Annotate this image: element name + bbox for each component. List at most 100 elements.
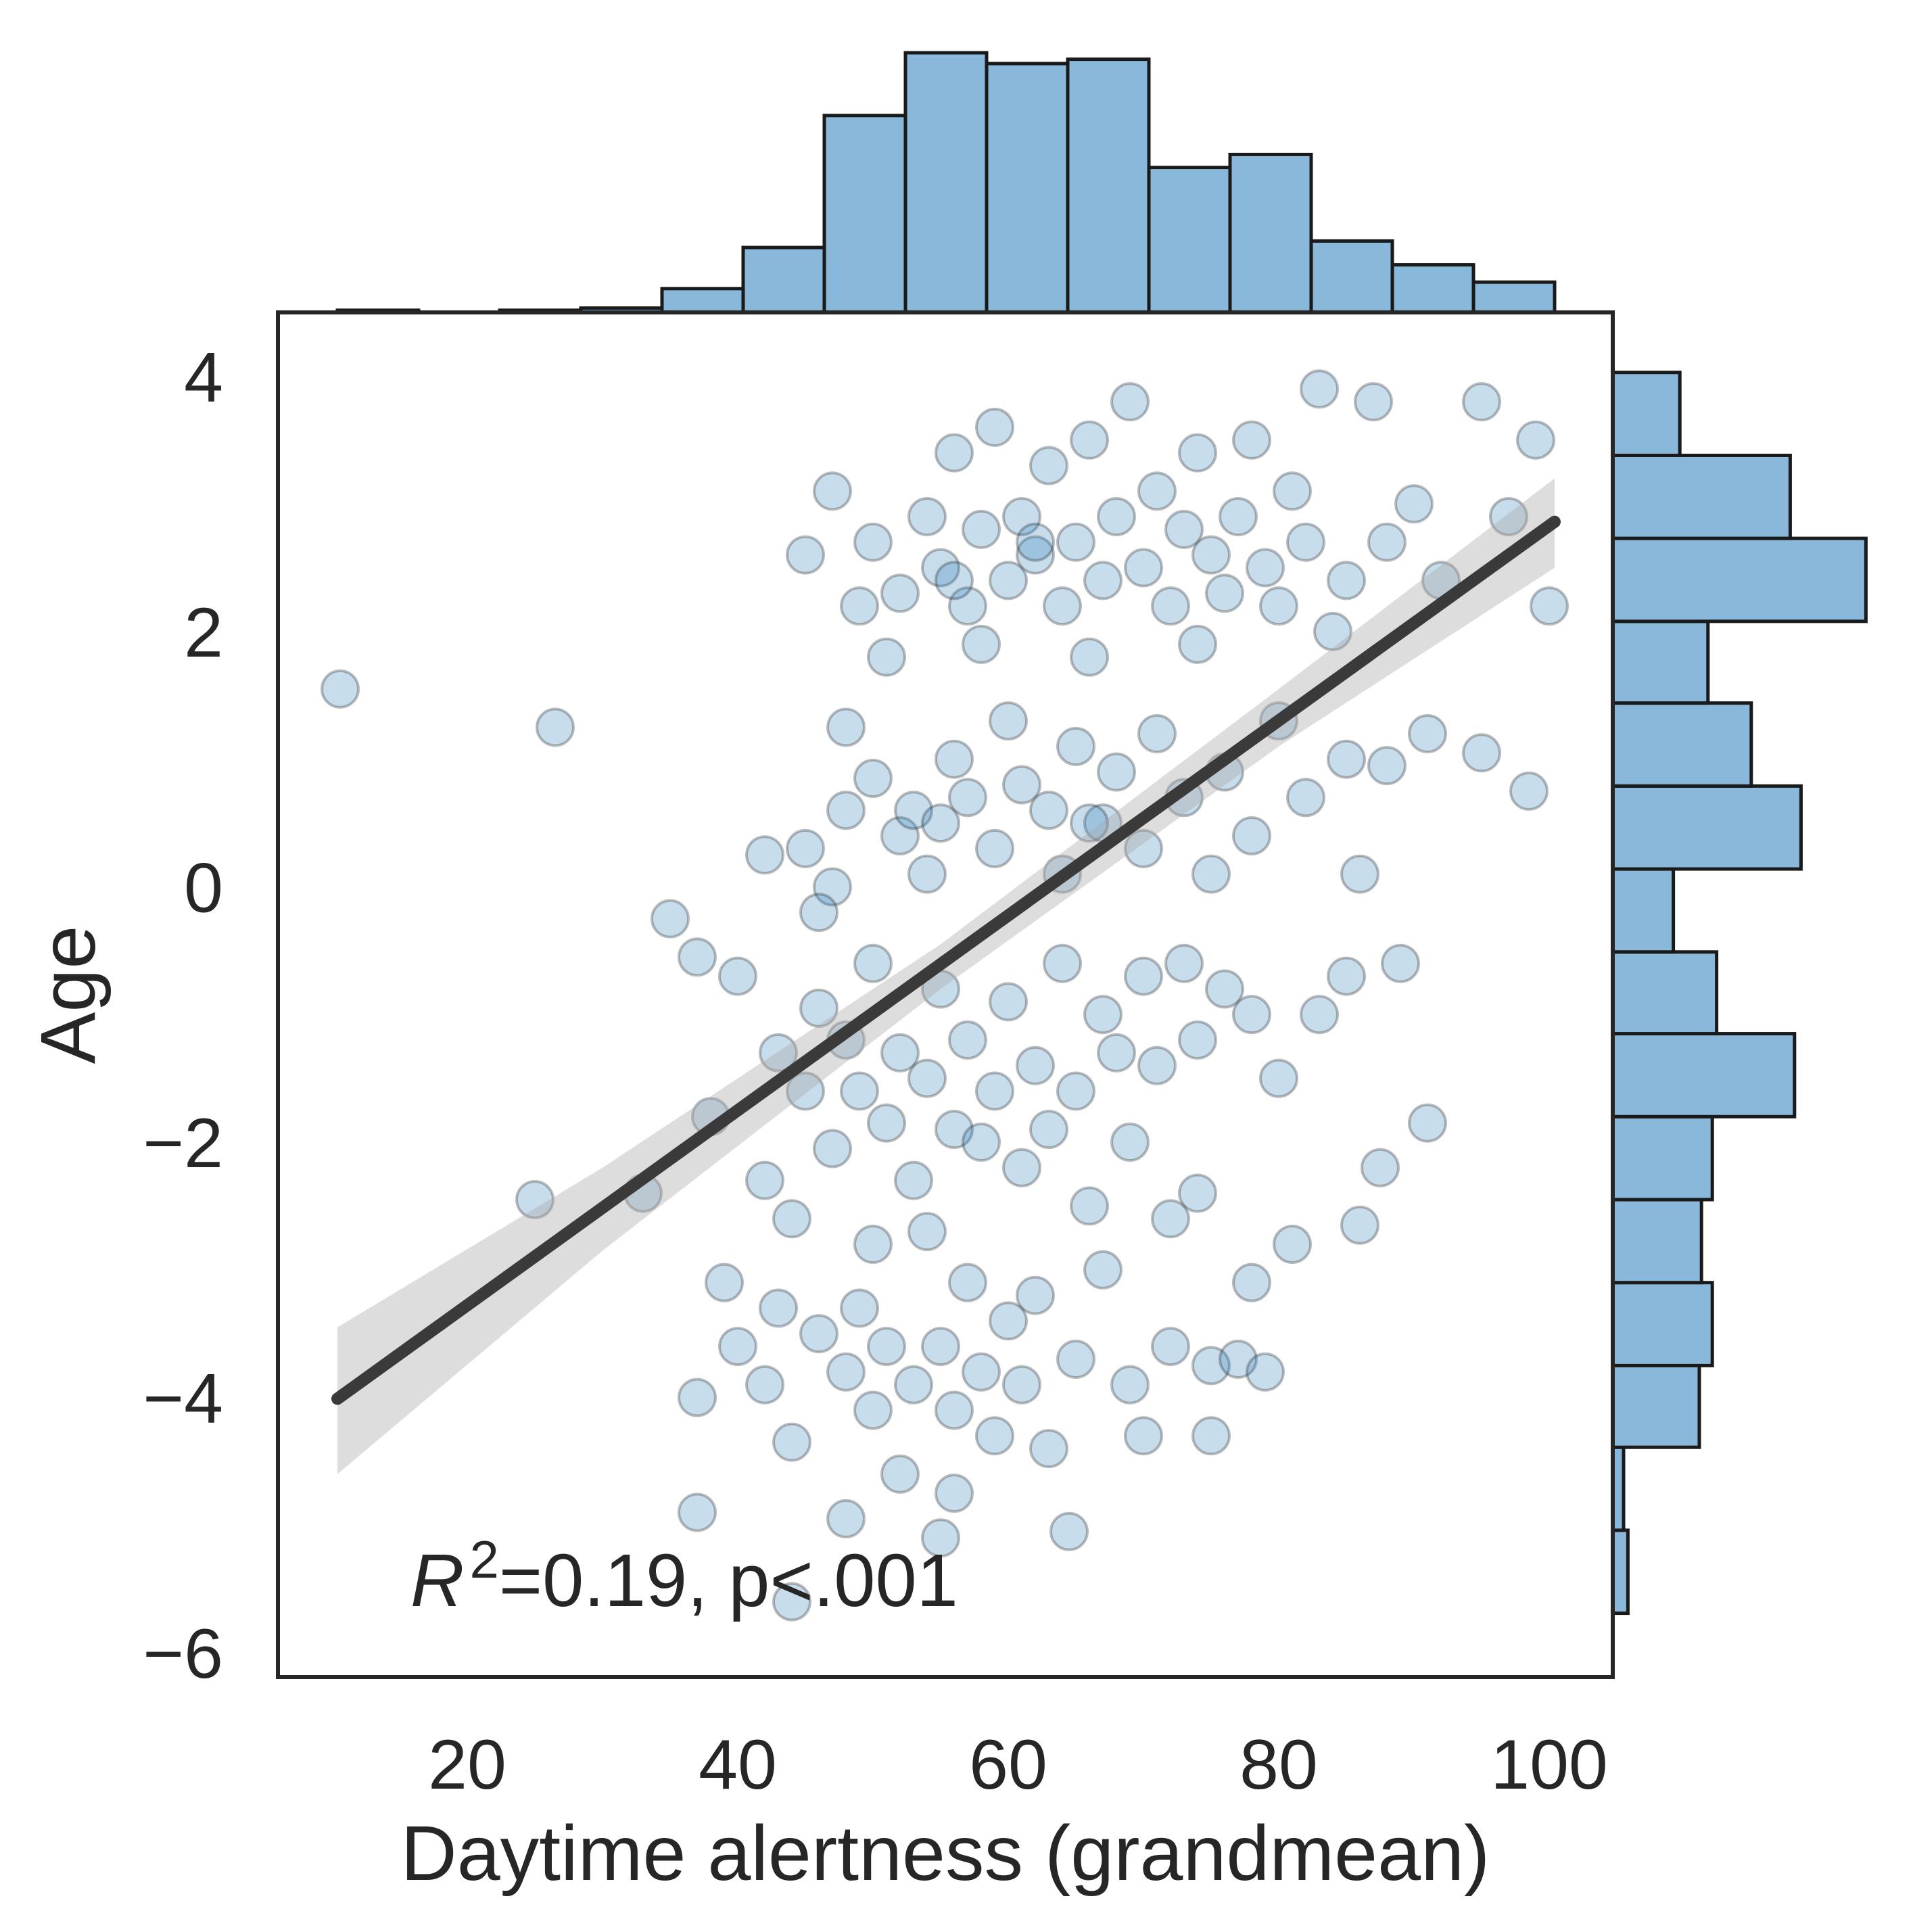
point: [1394, 484, 1434, 524]
point: [1191, 1346, 1231, 1386]
point: [1029, 1110, 1068, 1150]
y-tick-label: 0: [184, 849, 223, 927]
point: [1110, 1123, 1150, 1162]
top-hist-bar: [1147, 166, 1232, 314]
right-hist-bar: [1611, 1198, 1703, 1285]
point: [772, 1422, 811, 1462]
point: [1286, 778, 1325, 818]
point: [962, 1352, 1001, 1392]
point: [1124, 548, 1163, 588]
point: [1083, 561, 1123, 600]
top-hist-bar: [1471, 280, 1557, 314]
point: [989, 1301, 1028, 1341]
point: [840, 1071, 879, 1111]
point: [1151, 1199, 1190, 1239]
point: [1137, 1045, 1177, 1085]
x-tick-label: 80: [1239, 1726, 1318, 1804]
point: [975, 1416, 1014, 1456]
right-hist-bar: [1611, 950, 1719, 1036]
x-axis-label: Daytime alertness (grandmean): [401, 1810, 1490, 1897]
right-hist-bar: [1611, 1363, 1701, 1449]
point: [840, 1288, 879, 1328]
point: [745, 1160, 784, 1200]
point: [935, 739, 974, 779]
top-hist-bar: [741, 245, 826, 314]
point: [894, 1160, 933, 1200]
point: [1002, 1148, 1041, 1187]
point: [1381, 943, 1420, 983]
top-hist-bar: [822, 114, 907, 314]
point: [1219, 497, 1258, 537]
point: [1029, 791, 1068, 830]
point: [826, 791, 866, 830]
point: [1367, 746, 1407, 786]
point: [1056, 522, 1095, 562]
right-hist-bar: [1611, 1281, 1714, 1367]
point: [826, 1352, 866, 1392]
point: [1205, 969, 1244, 1009]
right-hist-bar: [1611, 701, 1753, 788]
point: [826, 1499, 866, 1538]
point: [1286, 522, 1325, 562]
annotation-sup: 2: [469, 1530, 498, 1589]
point: [1056, 1339, 1095, 1379]
point: [1232, 420, 1271, 460]
point: [1191, 1416, 1231, 1456]
point: [853, 759, 893, 799]
y-tick-label: −2: [143, 1104, 223, 1183]
point: [962, 624, 1001, 664]
point: [1178, 624, 1217, 664]
right-hist-bar: [1611, 867, 1676, 954]
point: [1029, 446, 1068, 486]
point: [1137, 471, 1177, 511]
point: [867, 1327, 906, 1367]
point: [1070, 1186, 1109, 1226]
point: [989, 982, 1028, 1022]
point: [1070, 420, 1109, 460]
point: [948, 1263, 987, 1302]
point: [786, 1071, 825, 1111]
plot-area: [321, 369, 1569, 1622]
point: [975, 1071, 1014, 1111]
point: [1246, 548, 1285, 588]
point: [1016, 535, 1055, 575]
point: [1408, 713, 1447, 753]
point: [853, 1225, 893, 1265]
point: [1340, 854, 1379, 894]
point: [975, 828, 1014, 868]
point: [1327, 739, 1366, 779]
annotation-text: =0.19, p<.001: [499, 1539, 958, 1622]
point: [1016, 1045, 1055, 1085]
point: [1049, 1511, 1089, 1551]
point: [989, 561, 1028, 600]
point: [907, 1212, 947, 1252]
point: [799, 1314, 839, 1354]
point: [1408, 1103, 1447, 1143]
point: [515, 1179, 554, 1219]
point: [1002, 765, 1041, 805]
regression-line: [331, 515, 1561, 1405]
y-tick-label: 2: [184, 594, 223, 672]
point: [840, 586, 879, 626]
right-hist-bar: [1611, 371, 1682, 457]
point: [1300, 995, 1339, 1035]
point: [1232, 995, 1271, 1035]
point: [1097, 497, 1136, 537]
point: [1164, 943, 1204, 983]
point: [813, 1129, 852, 1169]
point: [1530, 586, 1569, 626]
point: [1462, 733, 1501, 773]
point: [745, 1365, 784, 1405]
x-tick-label: 60: [969, 1726, 1047, 1804]
point: [853, 943, 893, 983]
confidence-band: [337, 478, 1555, 1474]
y-tick-label: −4: [143, 1360, 223, 1438]
point: [1151, 1327, 1190, 1367]
point: [1232, 1263, 1271, 1302]
top-hist-bar: [1066, 57, 1151, 314]
point: [867, 637, 906, 677]
point: [867, 1103, 906, 1143]
point: [935, 433, 974, 473]
point: [1367, 522, 1407, 562]
